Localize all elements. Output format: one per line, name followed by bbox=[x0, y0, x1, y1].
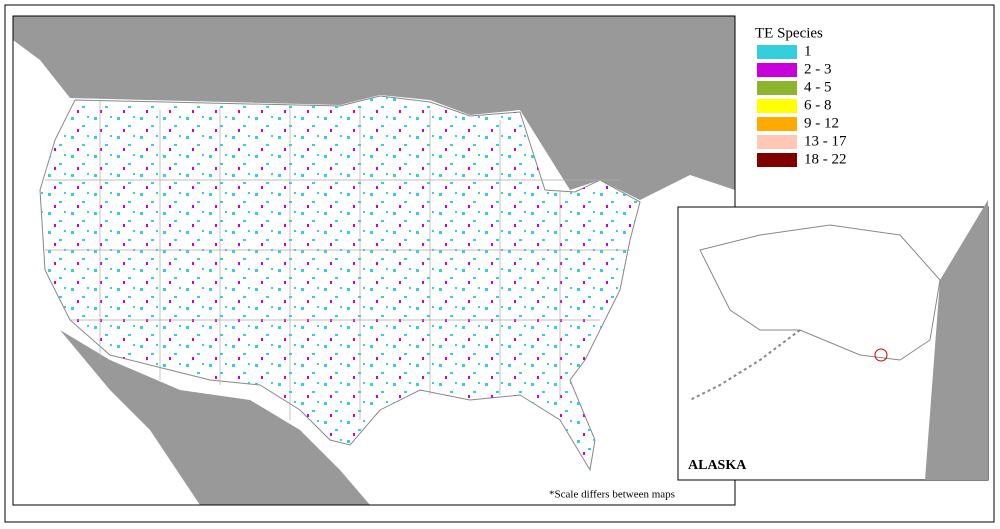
legend-label: 13 - 17 bbox=[804, 133, 847, 149]
legend-label: 1 bbox=[804, 43, 812, 59]
legend-swatch bbox=[757, 117, 797, 131]
legend-swatch bbox=[757, 135, 797, 149]
legend-swatch bbox=[757, 153, 797, 167]
legend-swatch bbox=[757, 45, 797, 59]
mexico bbox=[60, 330, 370, 505]
aleutians bbox=[689, 329, 801, 401]
canada bbox=[13, 16, 735, 200]
legend-label: 4 - 5 bbox=[804, 79, 832, 95]
footnote: *Scale differs between maps bbox=[549, 489, 675, 501]
legend-label: 9 - 12 bbox=[804, 115, 839, 131]
canada-inset bbox=[925, 200, 988, 480]
legend-title: TE Species bbox=[755, 25, 823, 41]
legend-swatch bbox=[757, 99, 797, 113]
species-texture bbox=[40, 96, 640, 470]
alaska-outline bbox=[699, 224, 941, 361]
inset-highlight bbox=[874, 348, 888, 362]
legend-swatch bbox=[757, 81, 797, 95]
legend-label: 18 - 22 bbox=[804, 151, 847, 167]
state-lines bbox=[45, 100, 630, 420]
legend-swatch bbox=[757, 63, 797, 77]
legend: 1 2 - 3 4 - 5 6 - 8 9 - 12 13 - 17 18 - 22 bbox=[757, 43, 847, 167]
outer-frame bbox=[4, 4, 995, 523]
legend-label: 6 - 8 bbox=[804, 97, 832, 113]
legend-label: 2 - 3 bbox=[804, 61, 832, 77]
main-map bbox=[13, 16, 735, 505]
inset-label: ALASKA bbox=[688, 458, 747, 473]
alaska-inset: ALASKA bbox=[677, 200, 989, 481]
